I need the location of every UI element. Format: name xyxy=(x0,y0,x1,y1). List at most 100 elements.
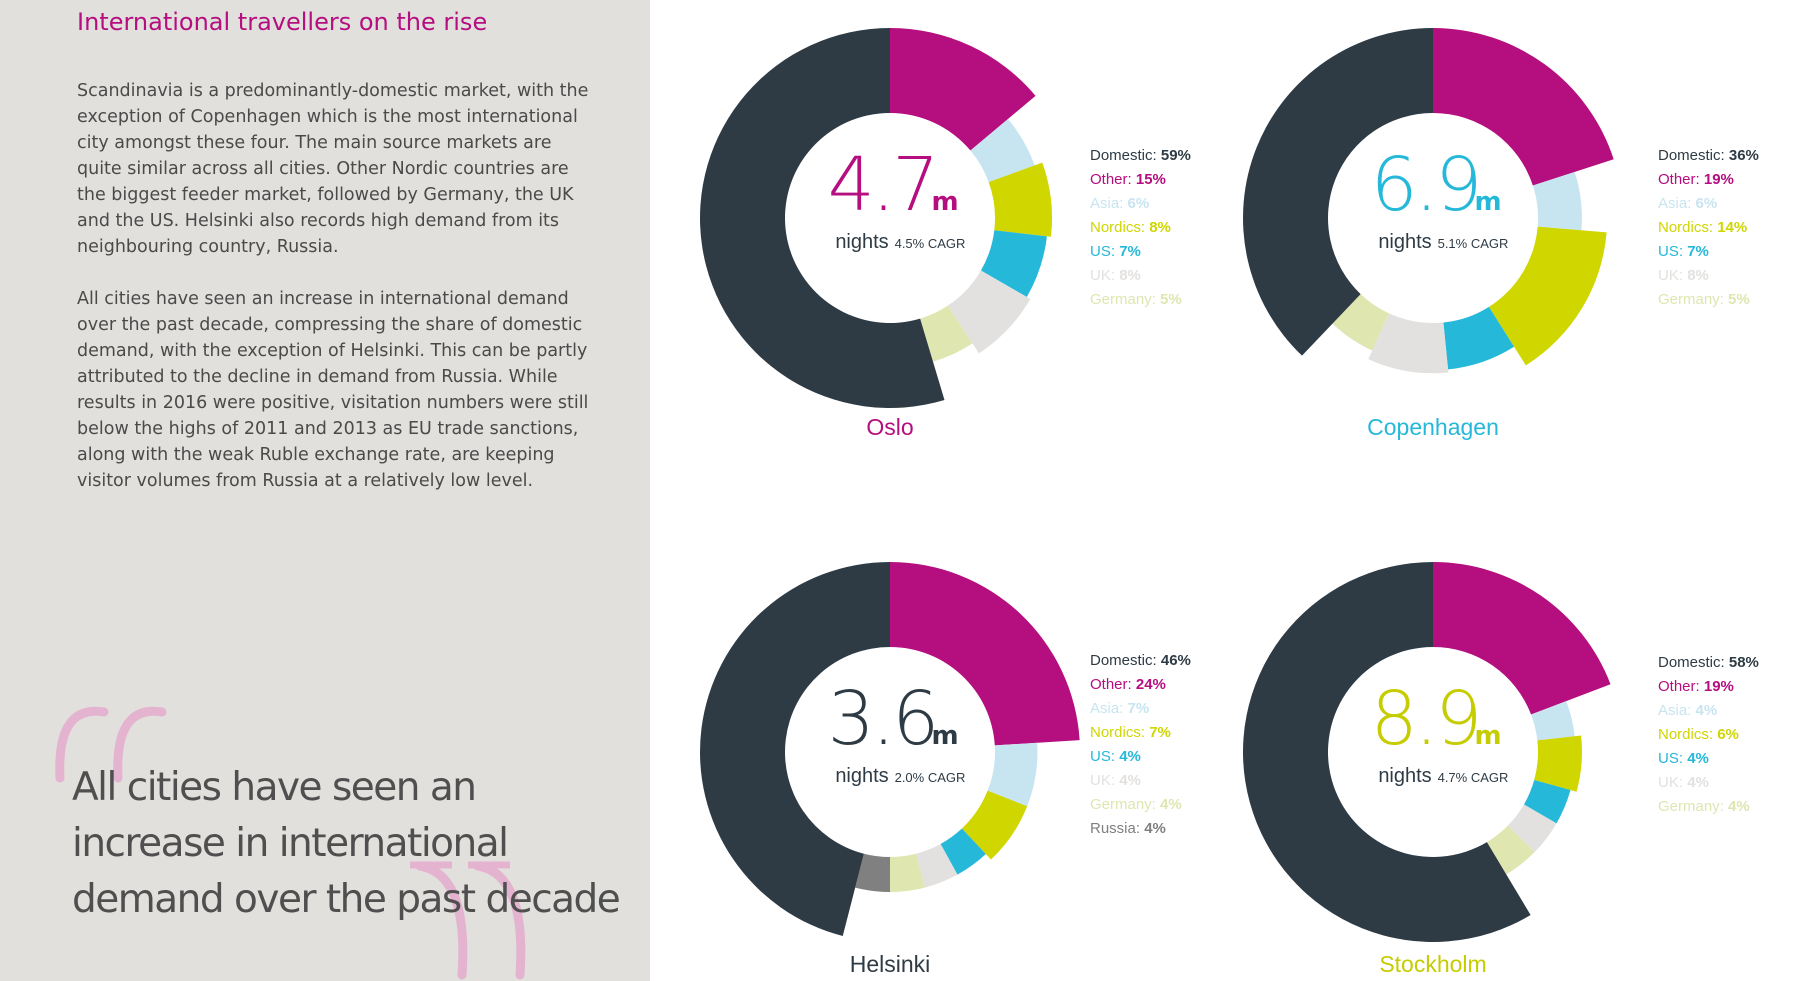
legend-label: Asia: xyxy=(1658,195,1696,212)
legend-label: US: xyxy=(1658,243,1687,260)
legend-label: UK: xyxy=(1090,772,1119,789)
slice-asia xyxy=(987,742,1038,807)
legend-value: 19% xyxy=(1704,171,1734,188)
legend-item-germany: Germany: 5% xyxy=(1658,291,1750,308)
slice-asia xyxy=(970,119,1035,183)
legend-item-uk: UK: 4% xyxy=(1090,772,1141,789)
legend-item-asia: Asia: 6% xyxy=(1658,195,1717,212)
close-quote-icon xyxy=(415,861,468,980)
close-quote-icon xyxy=(473,861,526,980)
legend-label: Nordics: xyxy=(1658,219,1717,236)
legend-item-us: US: 4% xyxy=(1090,748,1141,765)
legend-label: US: xyxy=(1090,243,1119,260)
legend-value: 8% xyxy=(1687,267,1709,284)
nights-label: nights xyxy=(1378,231,1431,253)
slice-us xyxy=(940,828,986,875)
legend-item-other: Other: 19% xyxy=(1658,171,1734,188)
city-label: Oslo xyxy=(866,414,913,440)
open-quote-icon xyxy=(113,706,167,783)
legend-label: Other: xyxy=(1658,678,1704,695)
donut-hole xyxy=(786,648,994,856)
legend-item-nordics: Nordics: 7% xyxy=(1090,724,1171,741)
intro-paragraph: Scandinavia is a predominantly-domestic … xyxy=(77,81,589,257)
legend-item-asia: Asia: 7% xyxy=(1090,700,1149,717)
open-quote-icon xyxy=(55,706,109,783)
slice-domestic xyxy=(1243,562,1531,942)
slice-other xyxy=(890,28,1036,151)
legend-label: Domestic: xyxy=(1090,652,1161,669)
nights-label: nights xyxy=(1378,765,1431,787)
quote-marks-decoration xyxy=(55,706,526,980)
slice-other xyxy=(1433,28,1614,186)
slice-uk xyxy=(947,270,1031,354)
slice-domestic xyxy=(700,28,945,408)
slice-nordics xyxy=(1534,735,1582,792)
legend-value: 6% xyxy=(1128,195,1150,212)
slice-domestic xyxy=(1243,28,1433,356)
legend-value: 4% xyxy=(1687,774,1709,791)
legend-label: Nordics: xyxy=(1090,724,1149,741)
legend-item-us: US: 7% xyxy=(1658,243,1709,260)
legend-value: 36% xyxy=(1729,147,1759,164)
legend-label: Domestic: xyxy=(1658,654,1729,671)
slice-germany xyxy=(1332,294,1390,351)
legend-value: 4% xyxy=(1687,750,1709,767)
total-nights-value: 6.9 xyxy=(1371,142,1480,228)
legend-label: US: xyxy=(1658,750,1687,767)
legend-label: US: xyxy=(1090,748,1119,765)
legend-item-nordics: Nordics: 14% xyxy=(1658,219,1747,236)
chart-oslo: 4.7m nights 4.5% CAGR Oslo Domestic: 59% Othe… xyxy=(700,28,1191,440)
legend-value: 4% xyxy=(1696,702,1718,719)
legend-value: 58% xyxy=(1729,654,1759,671)
donut-hole xyxy=(786,114,994,322)
pull-quote: All cities have seen an increase in inte… xyxy=(72,765,621,922)
slice-us xyxy=(980,230,1047,297)
nights-label: nights xyxy=(835,765,888,787)
legend-label: Germany: xyxy=(1658,798,1728,815)
legend-label: Asia: xyxy=(1090,700,1128,717)
legend-value: 6% xyxy=(1696,195,1718,212)
legend-value: 6% xyxy=(1717,726,1739,743)
legend-item-asia: Asia: 6% xyxy=(1090,195,1149,212)
legend-item-uk: UK: 4% xyxy=(1658,774,1709,791)
legend-value: 7% xyxy=(1119,243,1141,260)
city-label: Helsinki xyxy=(850,951,931,977)
donut-hole xyxy=(1329,648,1537,856)
slice-asia xyxy=(1532,171,1582,231)
legend-label: Domestic: xyxy=(1658,147,1729,164)
legend-item-asia: Asia: 4% xyxy=(1658,702,1717,719)
legend-label: Other: xyxy=(1658,171,1704,188)
legend-value: 4% xyxy=(1119,748,1141,765)
legend-item-nordics: Nordics: 8% xyxy=(1090,219,1171,236)
legend-label: Germany: xyxy=(1090,291,1160,308)
legend-value: 5% xyxy=(1728,291,1750,308)
legend-label: Domestic: xyxy=(1090,147,1161,164)
legend-item-us: US: 4% xyxy=(1658,750,1709,767)
total-nights-unit: m xyxy=(931,187,958,217)
chart-copenhagen: 6.9m nights 5.1% CAGR Copenhagen Domestic: 3… xyxy=(1243,28,1759,440)
legend-label: Germany: xyxy=(1090,796,1160,813)
legend-value: 5% xyxy=(1160,291,1182,308)
legend-item-domestic: Domestic: 59% xyxy=(1090,147,1191,164)
legend-value: 7% xyxy=(1149,724,1171,741)
slice-domestic xyxy=(699,562,890,937)
legend-item-uk: UK: 8% xyxy=(1658,267,1709,284)
total-nights-unit: m xyxy=(931,721,958,751)
legend-value: 19% xyxy=(1704,678,1734,695)
slice-germany xyxy=(890,853,925,892)
cagr-label: 4.5% CAGR xyxy=(895,236,966,251)
legend-value: 4% xyxy=(1144,820,1166,837)
legend-item-germany: Germany: 5% xyxy=(1090,291,1182,308)
slice-nordics xyxy=(988,162,1052,237)
slice-uk xyxy=(1368,313,1449,374)
slice-nordics xyxy=(961,790,1028,860)
total-nights-unit: m xyxy=(1474,721,1501,751)
legend-label: Other: xyxy=(1090,171,1136,188)
slice-other xyxy=(890,562,1080,746)
legend-item-us: US: 7% xyxy=(1090,243,1141,260)
cagr-label: 5.1% CAGR xyxy=(1438,236,1509,251)
legend-item-nordics: Nordics: 6% xyxy=(1658,726,1739,743)
legend-item-other: Other: 15% xyxy=(1090,171,1166,188)
legend-value: 8% xyxy=(1149,219,1171,236)
